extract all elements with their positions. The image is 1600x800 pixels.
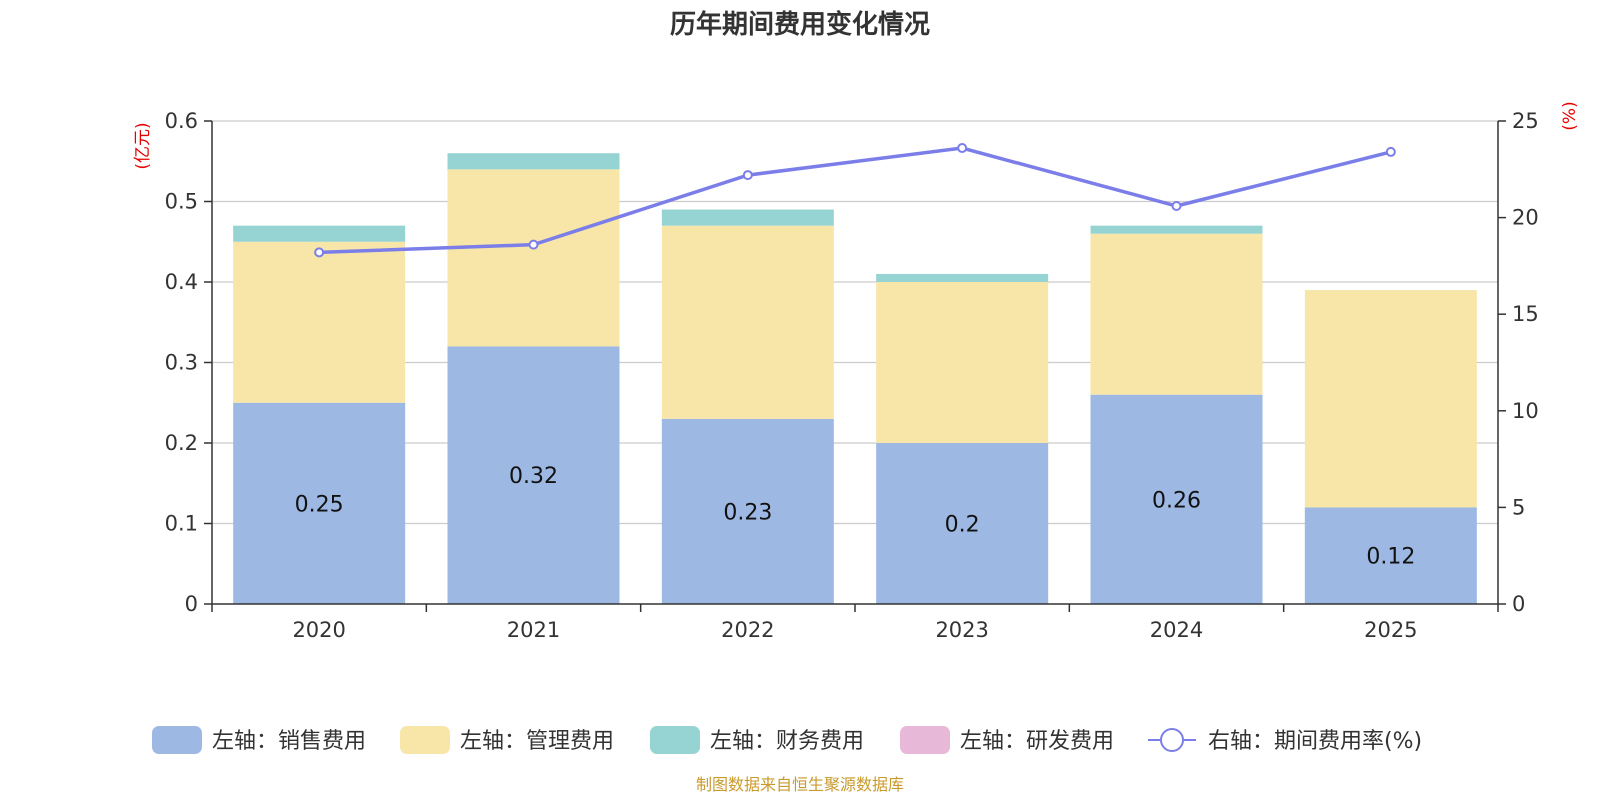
bar-segment-3 [661,209,834,226]
rate-line [314,143,1396,258]
legend-label: 左轴：财务费用 [710,729,864,754]
bar-segment-1 [1304,507,1477,604]
bar-data-label: 0.12 [1366,545,1415,570]
left-axis-unit: (亿元) [133,122,153,169]
bar-data-label: 0.25 [295,492,344,517]
rate-point [314,247,325,258]
x-tick-label: 2022 [721,618,774,642]
bar-segment-1 [661,418,834,604]
bar-segment-1 [876,443,1049,604]
x-tick-label: 2020 [292,618,345,642]
bar-segment-1 [1090,394,1263,604]
bar-segment-3 [1090,225,1263,234]
left-tick-label: 0.1 [165,512,198,536]
legend-swatch [400,726,450,754]
source-note: 制图数据来自恒生聚源数据库 [696,775,904,794]
bars [233,153,1477,604]
rate-point [957,143,968,154]
rate-point [742,170,753,181]
left-tick-label: 0 [185,592,198,616]
bar-data-label: 0.32 [509,464,558,489]
bar-data-label: 0.23 [723,500,772,525]
data-labels: 0.25 0.32 0.23 0.2 0.26 0.12 [295,464,1416,570]
left-tick-label: 0.2 [165,431,198,455]
bar-data-label: 0.2 [945,513,980,538]
rate-point [1385,146,1396,157]
legend-label: 右轴：期间费用率(%) [1208,729,1422,754]
x-tick-label: 2023 [935,618,988,642]
bar-segment-1 [233,402,406,604]
rate-line-path [319,146,1392,255]
legend-swatch [900,726,950,754]
chart-title: 历年期间费用变化情况 [670,9,930,40]
legend: 左轴：销售费用 左轴：管理费用 左轴：财务费用 左轴：研发费用 右轴：期间费用率(%) [152,726,1422,754]
left-tick-label: 0.3 [165,351,198,375]
legend-label: 左轴：研发费用 [960,729,1114,754]
grid-lines [212,120,1498,525]
bar-segment-1 [447,346,620,604]
right-tick-label: 0 [1512,592,1525,616]
right-tick-label: 15 [1512,302,1539,326]
legend-swatch [152,726,202,754]
left-tick-label: 0.5 [165,190,198,214]
left-tick-label: 0.6 [165,109,198,133]
x-tick-label: 2024 [1150,618,1203,642]
bar-segment-2 [1090,233,1263,395]
bar-segment-2 [447,169,620,347]
rate-point [528,239,539,250]
bar-segment-3 [233,225,406,242]
left-tick-label: 0.4 [165,270,198,294]
right-tick-label: 20 [1512,206,1539,230]
legend-marker-swatch [1160,728,1184,752]
bar-segment-2 [876,282,1049,443]
legend-label: 左轴：销售费用 [212,729,366,754]
x-tick-label: 2021 [507,618,560,642]
bar-data-label: 0.26 [1152,488,1201,513]
x-tick-label: 2025 [1364,618,1417,642]
bar-segment-3 [876,273,1049,282]
bar-segment-2 [661,225,834,419]
legend-swatch [650,726,700,754]
bar-segment-2 [233,241,406,403]
right-tick-label: 25 [1512,109,1539,133]
right-axis-unit: (%) [1560,101,1580,130]
legend-label: 左轴：管理费用 [460,729,614,754]
bar-segment-2 [1304,290,1477,508]
bar-segment-3 [447,153,620,170]
right-tick-label: 5 [1512,495,1525,519]
rate-point [1171,201,1182,212]
right-tick-label: 10 [1512,399,1539,423]
